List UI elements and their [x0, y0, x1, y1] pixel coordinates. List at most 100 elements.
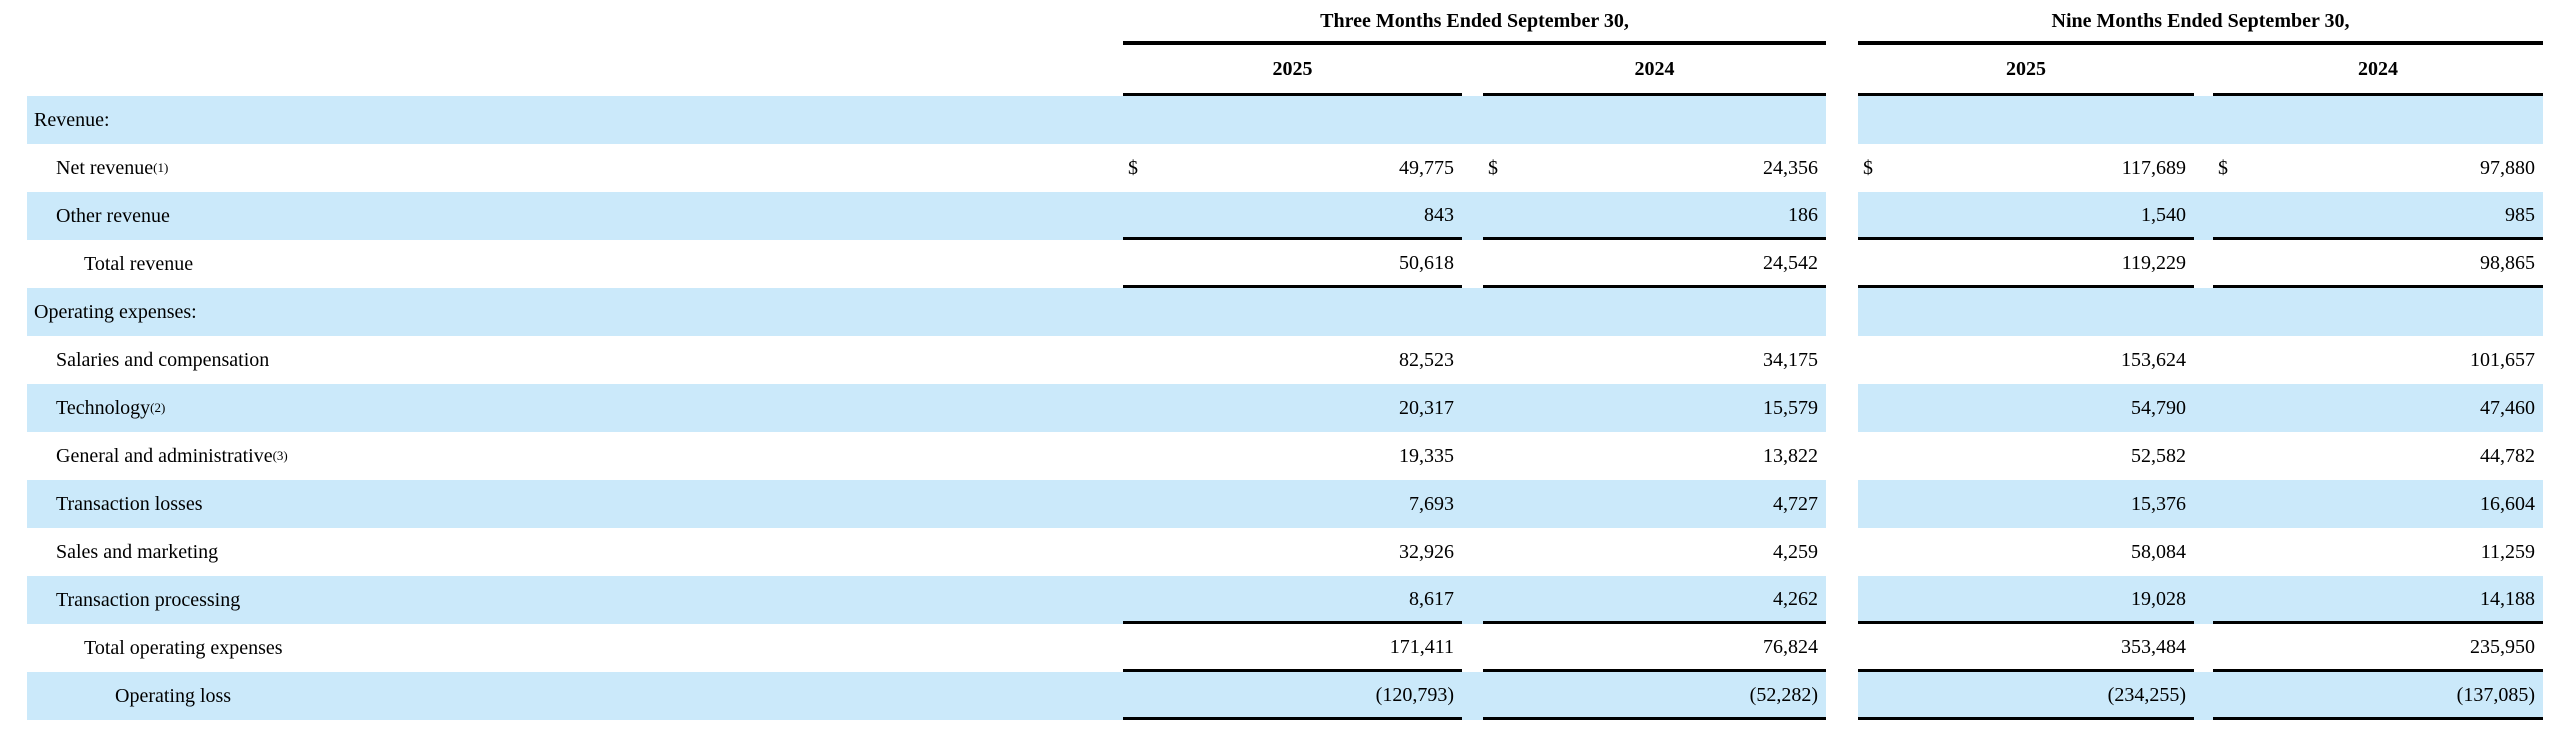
- row-label: Transaction processing: [27, 576, 1123, 624]
- value-cell: 4,262: [1523, 576, 1826, 624]
- dollar-sign-cell: [1483, 240, 1523, 288]
- column-spacer: [2194, 240, 2213, 288]
- column-group-gap: [1826, 96, 1858, 144]
- dollar-sign-cell: [2213, 528, 2253, 576]
- value-cell: [2253, 288, 2543, 336]
- value-cell: 153,624: [2121, 349, 2186, 371]
- row-label-text: Total revenue: [84, 253, 194, 275]
- dollar-sign-cell: [1123, 336, 1163, 384]
- column-group-gap: [1826, 384, 1858, 432]
- dollar-sign-cell: [1123, 624, 1163, 672]
- value-cell: 1,540: [1898, 192, 2194, 240]
- row-label: Total operating expenses: [27, 624, 1123, 672]
- column-spacer: [1462, 624, 1483, 672]
- dollar-sign-cell: [1123, 672, 1163, 720]
- table-row: Operating expenses:: [27, 288, 2543, 336]
- value-cell: (137,085): [2253, 672, 2543, 720]
- value-cell: 186: [1523, 192, 1826, 240]
- dollar-sign-cell: [1123, 384, 1163, 432]
- row-label-text: Transaction losses: [56, 493, 203, 515]
- row-label: Total revenue: [27, 240, 1123, 288]
- column-spacer: [1462, 96, 1483, 144]
- table-row: Sales and marketing 32,926 4,259 58,084 11,2…: [27, 528, 2543, 576]
- dollar-sign-cell: [1483, 576, 1523, 624]
- dollar-sign-cell: [1483, 480, 1523, 528]
- dollar-sign-cell: $: [1488, 157, 1498, 179]
- column-group-gap: [1826, 672, 1858, 720]
- column-spacer: [2194, 336, 2213, 384]
- value-cell: 4,259: [1773, 541, 1818, 563]
- value-cell: [1898, 288, 2194, 336]
- period-header-row: Three Months Ended September 30, Nine Mo…: [27, 0, 2543, 45]
- value-cell: 49,775: [1399, 157, 1454, 179]
- column-group-gap: [1826, 144, 1858, 192]
- dollar-sign-cell: [1483, 96, 1523, 144]
- value-cell: 47,460: [2480, 397, 2535, 419]
- column-spacer: [1462, 45, 1483, 96]
- value-cell: 34,175: [1763, 349, 1818, 371]
- dollar-sign-cell: [1858, 96, 1898, 144]
- dollar-sign-cell: [2213, 432, 2253, 480]
- dollar-sign-cell: [1483, 192, 1523, 240]
- dollar-sign-cell: [1858, 480, 1898, 528]
- dollar-sign-cell: [2213, 192, 2253, 240]
- row-label-text: Operating expenses:: [34, 301, 197, 323]
- value-cell: 235,950: [2253, 624, 2543, 672]
- dollar-sign-cell: [2213, 576, 2253, 624]
- column-spacer: [1462, 288, 1483, 336]
- dollar-sign-cell: [1858, 528, 1898, 576]
- dollar-sign-cell: [1858, 336, 1898, 384]
- column-group-gap: [1826, 240, 1858, 288]
- table-row: Revenue:: [27, 96, 2543, 144]
- column-group-gap: [1826, 576, 1858, 624]
- dollar-sign-cell: [1483, 624, 1523, 672]
- column-group-gap: [1826, 528, 1858, 576]
- row-label-text: Sales and marketing: [56, 541, 219, 563]
- dollar-sign-cell: [1123, 288, 1163, 336]
- row-label: Net revenue (1): [56, 157, 169, 179]
- row-label-text: Transaction processing: [56, 589, 241, 611]
- row-label: Transaction losses: [27, 480, 1123, 528]
- dollar-sign-cell: [1123, 192, 1163, 240]
- value-cell: [1523, 96, 1826, 144]
- header-label-spacer: [27, 0, 1123, 45]
- value-cell: 119,229: [1898, 240, 2194, 288]
- value-cell: 58,084: [2131, 541, 2186, 563]
- dollar-sign-cell: [2213, 384, 2253, 432]
- dollar-sign-cell: [1123, 96, 1163, 144]
- header-label-spacer: [27, 45, 1123, 96]
- table-row: General and administrative (3) 19,335 13,82…: [27, 432, 2543, 480]
- dollar-sign-cell: [2213, 336, 2253, 384]
- value-cell: (120,793): [1163, 672, 1462, 720]
- column-spacer: [1462, 432, 1483, 480]
- dollar-sign-cell: [1123, 480, 1163, 528]
- dollar-sign-cell: $: [2218, 157, 2228, 179]
- dollar-sign-cell: [1858, 432, 1898, 480]
- value-cell: (234,255): [1898, 672, 2194, 720]
- column-spacer: [2194, 144, 2213, 192]
- dollar-sign-cell: [2213, 672, 2253, 720]
- dollar-sign-cell: [1858, 576, 1898, 624]
- value-cell: 44,782: [2480, 445, 2535, 467]
- value-cell: 24,356: [1763, 157, 1818, 179]
- value-cell: 19,335: [1399, 445, 1454, 467]
- dollar-sign-cell: [1858, 624, 1898, 672]
- dollar-sign-cell: [1858, 192, 1898, 240]
- column-group-gap: [1826, 336, 1858, 384]
- column-spacer: [1462, 384, 1483, 432]
- row-label-text: Total operating expenses: [84, 637, 283, 659]
- column-group-gap: [1826, 0, 1858, 45]
- value-cell: 13,822: [1763, 445, 1818, 467]
- table-row: Transaction processing 8,617 4,262 19,028 14…: [27, 576, 2543, 624]
- value-cell: 98,865: [2253, 240, 2543, 288]
- value-cell: 16,604: [2480, 493, 2535, 515]
- dollar-sign-cell: [1858, 288, 1898, 336]
- row-label: Other revenue: [27, 192, 1123, 240]
- dollar-sign-cell: [1483, 432, 1523, 480]
- column-spacer: [2194, 384, 2213, 432]
- section-label: Revenue:: [27, 96, 1123, 144]
- three-months-header: Three Months Ended September 30,: [1123, 0, 1826, 45]
- dollar-sign-cell: [1123, 528, 1163, 576]
- dollar-sign-cell: [2213, 480, 2253, 528]
